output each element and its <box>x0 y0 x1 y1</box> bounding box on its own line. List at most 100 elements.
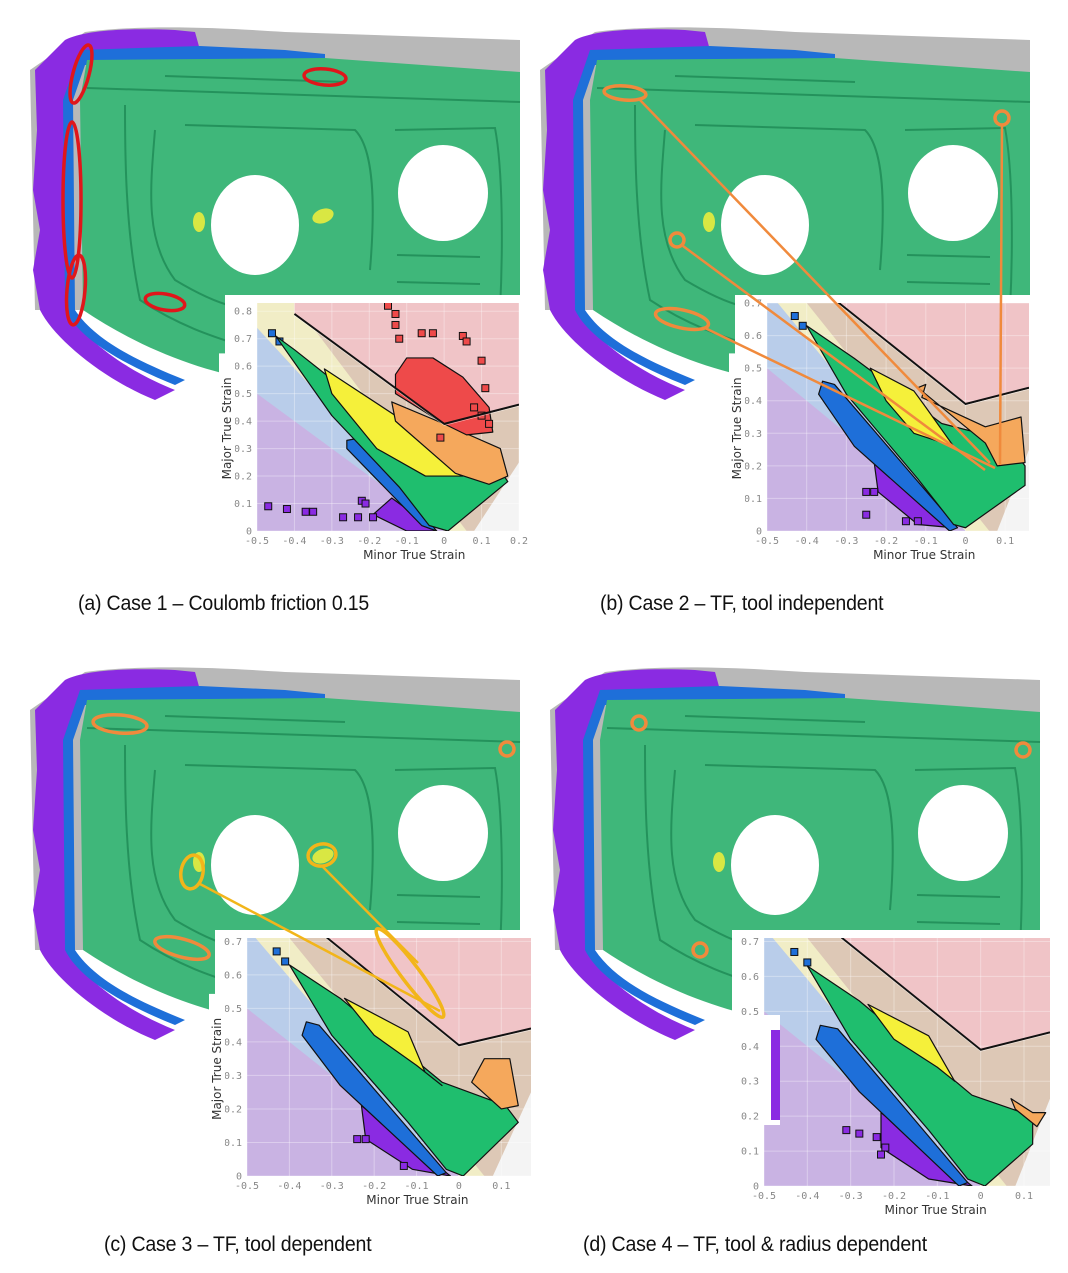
x-tick-label: -0.4 <box>277 1181 301 1192</box>
data-point <box>855 1129 864 1138</box>
x-axis-label: Minor True Strain <box>366 1193 468 1207</box>
annotation-ellipse <box>993 109 1011 127</box>
data-point <box>481 384 490 393</box>
y-tick-label: 0.1 <box>234 499 252 510</box>
annotation-ellipse <box>630 714 648 732</box>
x-tick-label: -0.2 <box>357 536 381 547</box>
plot-area <box>247 938 531 1176</box>
data-point <box>361 499 370 508</box>
y-tick-label: 0.4 <box>744 396 762 407</box>
x-axis-label: Minor True Strain <box>884 1203 986 1217</box>
y-tick-label: 0.6 <box>744 331 762 342</box>
data-point <box>353 1135 362 1144</box>
x-tick-label: -0.4 <box>795 536 819 547</box>
caption-a: (a) Case 1 – Coulomb friction 0.15 <box>78 592 370 615</box>
x-tick-label: 0 <box>978 1191 984 1202</box>
annotation-ellipse <box>143 291 187 313</box>
annotations <box>91 712 516 1020</box>
flc-chart: 0 0.1 0.2 0.3 0.4 0.5 0.6 0.7 -0.5 -0.4 -0.3 -0.2 -0… <box>729 295 1031 577</box>
annotation-ellipse <box>153 934 211 962</box>
x-tick-label: -0.5 <box>755 536 779 547</box>
flc-chart: 0 0.1 0.2 0.3 0.4 0.5 0.6 0.7 -0.5 -0.4 -0.3 -0.2 -0… <box>209 930 533 1222</box>
flc-chart: 0 0.1 0.2 0.3 0.4 0.5 0.6 0.7 -0.5 -0.4 -0.3 -0.2 -0… <box>732 930 1052 1232</box>
marginal-spot <box>713 852 725 872</box>
y-tick-label: 0.7 <box>741 937 759 948</box>
annotation-ellipse <box>653 306 711 332</box>
highlight-ellipse <box>374 926 446 1020</box>
x-tick-label: -0.1 <box>914 536 938 547</box>
y-tick-label: 0.7 <box>224 937 242 948</box>
x-tick-label: -0.5 <box>235 1181 259 1192</box>
y-tick-label: 0.4 <box>234 417 252 428</box>
data-point <box>913 517 922 526</box>
y-tick-label: 0 <box>246 527 252 538</box>
highlight-ellipse <box>179 853 205 891</box>
annotation-ellipse <box>302 67 348 87</box>
series-region <box>471 1058 519 1110</box>
hole <box>211 815 299 915</box>
marginal-spot <box>193 212 205 232</box>
data-point <box>470 403 479 412</box>
series-region <box>867 1003 956 1082</box>
y-tick-label: 0.2 <box>234 472 252 483</box>
plot-area <box>257 303 519 531</box>
data-point <box>361 1135 370 1144</box>
x-axis-label: Minor True Strain <box>363 548 465 562</box>
data-point <box>901 517 910 526</box>
series-region <box>818 380 959 531</box>
y-tick-label: 0.5 <box>224 1004 242 1015</box>
y-axis-label: Major True Strain <box>210 1018 224 1120</box>
y-axis-label: Major True Strain <box>220 377 234 479</box>
hole <box>918 785 1008 881</box>
data-point <box>477 356 486 365</box>
x-tick-label: -0.2 <box>362 1181 386 1192</box>
annotations <box>61 43 348 327</box>
y-tick-label: 0.1 <box>224 1138 242 1149</box>
hole <box>731 815 819 915</box>
connector-line <box>704 326 996 470</box>
flc-line <box>840 938 1050 1051</box>
compression-strip <box>771 1030 780 1120</box>
compression-region <box>33 669 200 1040</box>
y-tick-label: 0 <box>756 527 762 538</box>
data-point <box>862 487 871 496</box>
part-rendering <box>30 27 521 400</box>
compression-region <box>543 29 710 400</box>
x-tick-label: 0.2 <box>510 536 528 547</box>
caption-b: (b) Case 2 – TF, tool independent <box>600 592 884 615</box>
annotation-ellipse <box>61 120 83 280</box>
y-tick-label: 0 <box>236 1172 242 1183</box>
x-tick-label: -0.4 <box>282 536 306 547</box>
y-tick-label: 0.4 <box>741 1042 759 1053</box>
data-point <box>872 1133 881 1142</box>
series-region <box>394 357 494 436</box>
data-point <box>790 947 799 956</box>
x-tick-label: -0.1 <box>405 1181 429 1192</box>
x-tick-label: -0.1 <box>395 536 419 547</box>
flc-line <box>325 938 531 1047</box>
flc-line <box>837 303 1029 406</box>
series-region <box>301 1021 447 1176</box>
data-point <box>391 320 400 329</box>
data-point <box>281 957 290 966</box>
caption-d: (d) Case 4 – TF, tool & radius dependent <box>583 1233 927 1256</box>
annotation-ellipse <box>498 740 516 758</box>
y-tick-label: 0.1 <box>744 494 762 505</box>
x-tick-label: -0.5 <box>245 536 269 547</box>
annotation-ellipse <box>1014 741 1032 759</box>
data-point <box>417 329 426 338</box>
data-point <box>436 433 445 442</box>
annotations <box>602 84 1011 472</box>
annotation-ellipse <box>602 84 648 102</box>
data-point <box>877 1150 885 1159</box>
y-tick-label: 0.6 <box>234 362 252 373</box>
data-point <box>428 329 437 338</box>
x-tick-label: 0.1 <box>473 536 491 547</box>
y-tick-label: 0.5 <box>744 364 762 375</box>
data-point <box>384 303 392 310</box>
connector-line <box>998 124 1004 466</box>
marginal-spot <box>703 212 715 232</box>
data-point <box>272 947 281 956</box>
series-region <box>917 383 1026 467</box>
flc-line <box>293 313 519 425</box>
